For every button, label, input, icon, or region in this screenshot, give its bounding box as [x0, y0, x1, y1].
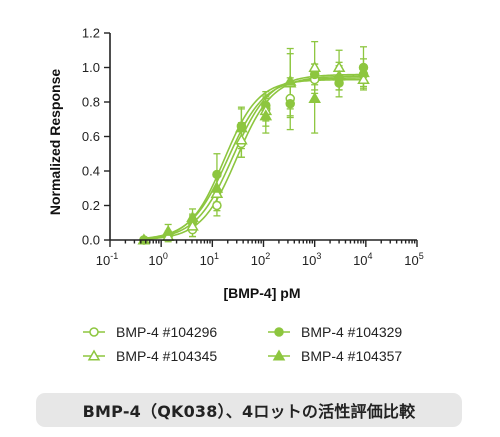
data-point-series-3 — [308, 60, 321, 73]
legend-marker — [274, 327, 284, 337]
x-tick-label: 102 — [251, 251, 270, 268]
fit-curve-4 — [143, 77, 366, 240]
data-point-series-4 — [259, 109, 273, 121]
data-point-series-1 — [212, 200, 222, 211]
data-point-series-4 — [308, 91, 321, 104]
legend-label-2: BMP-4 #104329 — [301, 324, 402, 340]
data-point-series-4 — [161, 224, 175, 236]
x-tick-label: 105 — [404, 251, 423, 268]
caption-banner: BMP-4（QK038）、4ロットの活性評価比較 — [36, 393, 462, 427]
data-point-series-4 — [210, 181, 224, 193]
x-axis-title: [BMP-4] pM — [224, 285, 301, 301]
dose-response-chart: 0.0 0.2 0.4 0.6 0.8 1.0 1.2 10-1 100 101 102 103 104… — [47, 26, 424, 365]
y-tick-label: 1.2 — [82, 26, 100, 41]
data-point-series-3 — [186, 219, 199, 231]
x-tick-label: 100 — [148, 251, 167, 268]
y-tick-label: 0.0 — [82, 233, 100, 248]
fit-curve-1 — [143, 75, 366, 240]
legend-marker — [272, 349, 286, 361]
legend: BMP-4 #104296 BMP-4 #104329 BMP-4 #104345 B… — [83, 324, 402, 364]
y-tick-label: 0.4 — [82, 164, 100, 179]
fit-curve-2 — [143, 78, 366, 240]
data-point-series-4 — [357, 66, 370, 78]
y-tick-label: 1.0 — [82, 60, 100, 75]
x-tick-label: 104 — [353, 251, 372, 268]
x-tick-label: 10-1 — [96, 251, 118, 268]
data-point-series-2 — [285, 98, 295, 109]
data-point-series-3 — [210, 186, 224, 198]
y-tick-label: 0.6 — [82, 129, 100, 144]
data-point-series-2 — [212, 169, 222, 180]
data-point-series-4 — [235, 121, 248, 133]
data-point-series-4 — [332, 69, 346, 81]
y-axis-title: Normalized Response — [47, 69, 63, 215]
y-tick-label: 0.2 — [82, 198, 100, 213]
data-point-series-4 — [186, 211, 199, 223]
fit-curve-3 — [143, 73, 366, 240]
legend-marker — [89, 327, 99, 337]
x-tick-label: 101 — [200, 251, 219, 268]
x-tick-label: 103 — [302, 251, 321, 268]
data-point-series-3 — [235, 133, 248, 145]
data-point-series-3 — [357, 73, 370, 85]
y-tick-label: 0.8 — [82, 95, 100, 110]
legend-label-4: BMP-4 #104357 — [301, 348, 402, 364]
data-point-series-4 — [283, 74, 297, 86]
legend-label-1: BMP-4 #104296 — [116, 324, 217, 340]
legend-marker — [87, 349, 101, 361]
legend-label-3: BMP-4 #104345 — [116, 348, 217, 364]
